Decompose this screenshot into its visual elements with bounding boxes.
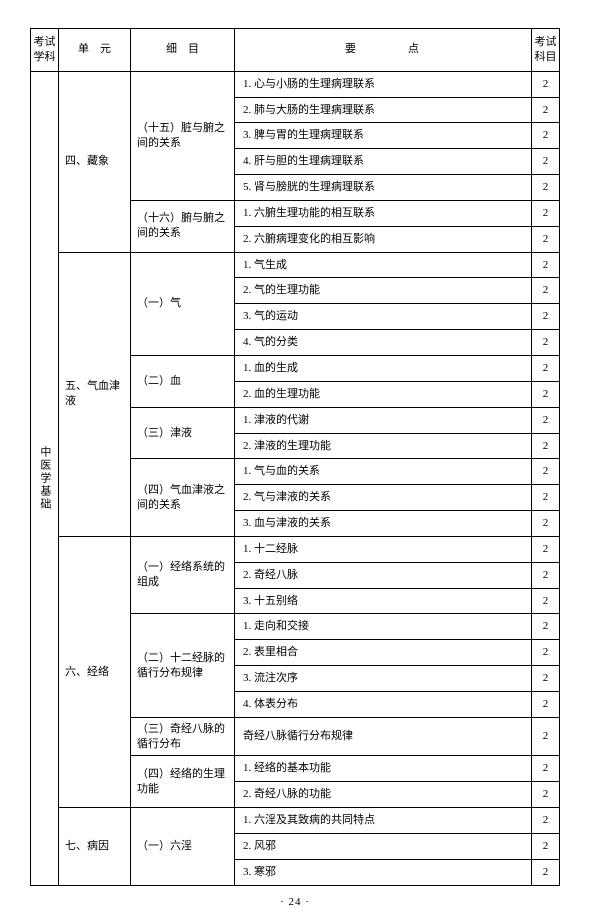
point-cell: 2. 风邪 (235, 834, 532, 860)
point-cell: 4. 肝与胆的生理病理联系 (235, 149, 532, 175)
kemu-cell: 2 (532, 175, 560, 201)
point-cell: 2. 奇经八脉的功能 (235, 782, 532, 808)
kemu-cell: 2 (532, 149, 560, 175)
header-detail: 细 目 (131, 29, 235, 72)
kemu-cell: 2 (532, 71, 560, 97)
kemu-cell: 2 (532, 562, 560, 588)
table-row: 七、病因（一）六淫1. 六淫及其致病的共同特点2 (31, 808, 560, 834)
point-cell: 1. 十二经脉 (235, 536, 532, 562)
kemu-cell: 2 (532, 834, 560, 860)
kemu-cell: 2 (532, 808, 560, 834)
detail-cell: （十六）腑与腑之间的关系 (131, 200, 235, 252)
kemu-cell: 2 (532, 433, 560, 459)
point-cell: 2. 肺与大肠的生理病理联系 (235, 97, 532, 123)
detail-cell: （一）经络系统的组成 (131, 536, 235, 614)
point-cell: 2. 表里相合 (235, 640, 532, 666)
point-cell: 3. 寒邪 (235, 859, 532, 885)
table-header-row: 考试学科 单 元 细 目 要 点 考试科目 (31, 29, 560, 72)
kemu-cell: 2 (532, 304, 560, 330)
kemu-cell: 2 (532, 756, 560, 782)
kemu-cell: 2 (532, 536, 560, 562)
point-cell: 3. 脾与胃的生理病理联系 (235, 123, 532, 149)
detail-cell: （二）十二经脉的循行分布规律 (131, 614, 235, 717)
kemu-cell: 2 (532, 407, 560, 433)
detail-cell: （四）气血津液之间的关系 (131, 459, 235, 537)
unit-cell: 七、病因 (59, 808, 131, 886)
detail-cell: （二）血 (131, 355, 235, 407)
kemu-cell: 2 (532, 640, 560, 666)
point-cell: 3. 十五别络 (235, 588, 532, 614)
kemu-cell: 2 (532, 330, 560, 356)
unit-cell: 四、藏象 (59, 71, 131, 252)
kemu-cell: 2 (532, 355, 560, 381)
detail-cell: （十五）脏与腑之间的关系 (131, 71, 235, 200)
point-cell: 4. 气的分类 (235, 330, 532, 356)
table-row: 五、气血津液（一）气1. 气生成2 (31, 252, 560, 278)
kemu-cell: 2 (532, 859, 560, 885)
kemu-cell: 2 (532, 123, 560, 149)
kemu-cell: 2 (532, 588, 560, 614)
point-cell: 1. 六淫及其致病的共同特点 (235, 808, 532, 834)
kemu-cell: 2 (532, 381, 560, 407)
point-cell: 2. 气与津液的关系 (235, 485, 532, 511)
point-cell: 2. 奇经八脉 (235, 562, 532, 588)
kemu-cell: 2 (532, 691, 560, 717)
header-unit: 单 元 (59, 29, 131, 72)
header-kemu: 考试科目 (532, 29, 560, 72)
kemu-cell: 2 (532, 252, 560, 278)
point-cell: 1. 经络的基本功能 (235, 756, 532, 782)
header-subject: 考试学科 (31, 29, 59, 72)
kemu-cell: 2 (532, 511, 560, 537)
syllabus-table: 考试学科 单 元 细 目 要 点 考试科目 中医学基础四、藏象（十五）脏与腑之间… (30, 28, 560, 886)
table-row: 六、经络（一）经络系统的组成1. 十二经脉2 (31, 536, 560, 562)
table-row: 中医学基础四、藏象（十五）脏与腑之间的关系1. 心与小肠的生理病理联系2 (31, 71, 560, 97)
kemu-cell: 2 (532, 200, 560, 226)
point-cell: 奇经八脉循行分布规律 (235, 717, 532, 756)
point-cell: 3. 血与津液的关系 (235, 511, 532, 537)
kemu-cell: 2 (532, 666, 560, 692)
kemu-cell: 2 (532, 782, 560, 808)
detail-cell: （四）经络的生理功能 (131, 756, 235, 808)
point-cell: 1. 气与血的关系 (235, 459, 532, 485)
detail-cell: （一）六淫 (131, 808, 235, 886)
point-cell: 2. 津液的生理功能 (235, 433, 532, 459)
point-cell: 2. 血的生理功能 (235, 381, 532, 407)
point-cell: 3. 流注次序 (235, 666, 532, 692)
detail-cell: （三）津液 (131, 407, 235, 459)
point-cell: 1. 六腑生理功能的相互联系 (235, 200, 532, 226)
detail-cell: （一）气 (131, 252, 235, 355)
point-cell: 2. 气的生理功能 (235, 278, 532, 304)
point-cell: 1. 走向和交接 (235, 614, 532, 640)
kemu-cell: 2 (532, 459, 560, 485)
point-cell: 2. 六腑病理变化的相互影响 (235, 226, 532, 252)
point-cell: 1. 心与小肠的生理病理联系 (235, 71, 532, 97)
point-cell: 3. 气的运动 (235, 304, 532, 330)
header-point: 要 点 (235, 29, 532, 72)
point-cell: 1. 气生成 (235, 252, 532, 278)
unit-cell: 五、气血津液 (59, 252, 131, 536)
point-cell: 1. 血的生成 (235, 355, 532, 381)
detail-cell: （三）奇经八脉的循行分布 (131, 717, 235, 756)
unit-cell: 六、经络 (59, 536, 131, 807)
kemu-cell: 2 (532, 614, 560, 640)
point-cell: 4. 体表分布 (235, 691, 532, 717)
kemu-cell: 2 (532, 226, 560, 252)
subject-cell: 中医学基础 (31, 71, 59, 885)
kemu-cell: 2 (532, 278, 560, 304)
kemu-cell: 2 (532, 97, 560, 123)
kemu-cell: 2 (532, 717, 560, 756)
page-number: · 24 · (30, 896, 560, 908)
kemu-cell: 2 (532, 485, 560, 511)
point-cell: 5. 肾与膀胱的生理病理联系 (235, 175, 532, 201)
point-cell: 1. 津液的代谢 (235, 407, 532, 433)
